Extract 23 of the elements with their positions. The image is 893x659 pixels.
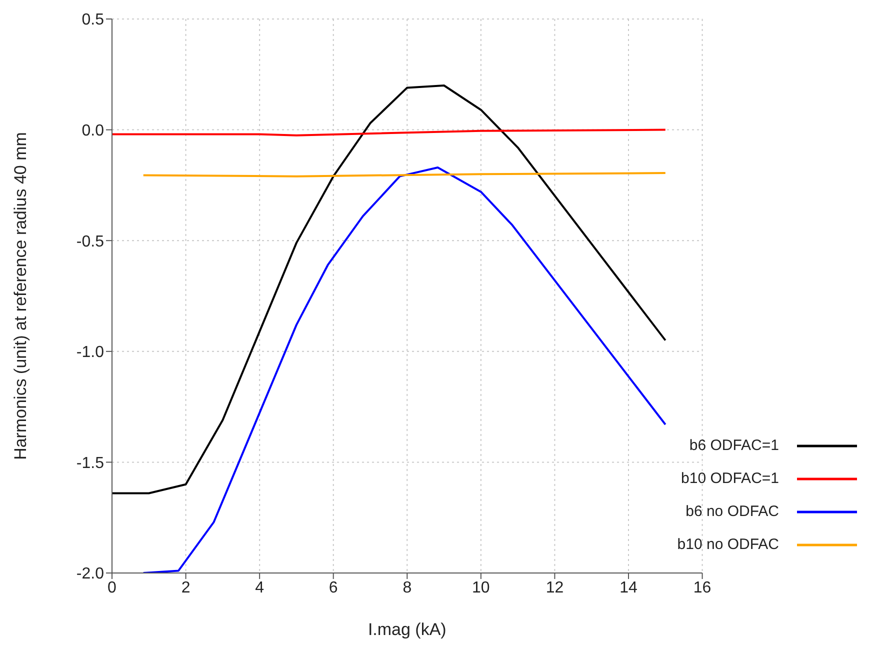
y-tick-label: -1.5	[76, 454, 104, 472]
y-tick-label: -2.0	[76, 566, 104, 583]
x-tick-label: 0	[108, 579, 117, 596]
x-tick-label: 6	[328, 579, 338, 596]
legend-label: b10 ODFAC=1	[681, 470, 779, 487]
line-series	[142, 166, 666, 573]
legend-label: b6 no ODFAC	[686, 503, 779, 520]
y-tick-label: 0.0	[82, 122, 104, 140]
y-tick-label: -1.0	[76, 344, 104, 362]
x-tick-label: 8	[402, 579, 412, 596]
legend-label: b10 no ODFAC	[677, 536, 779, 553]
x-tick-label: 2	[181, 579, 190, 596]
x-tick-label: 10	[472, 579, 490, 596]
x-axis-title: I.mag (kA)	[368, 620, 446, 639]
legend-label: b6 ODFAC=1	[689, 437, 779, 454]
x-tick-label: 16	[693, 579, 712, 596]
x-tick-label: 12	[546, 579, 564, 596]
y-axis-title: Harmonics (unit) at reference radius 40 mm	[11, 132, 30, 460]
x-tick-label: 14	[620, 579, 638, 596]
y-tick-label: 0.5	[82, 12, 104, 29]
y-tick-label: -0.5	[76, 233, 104, 250]
x-tick-label: 4	[255, 579, 264, 596]
line-series	[112, 84, 666, 494]
